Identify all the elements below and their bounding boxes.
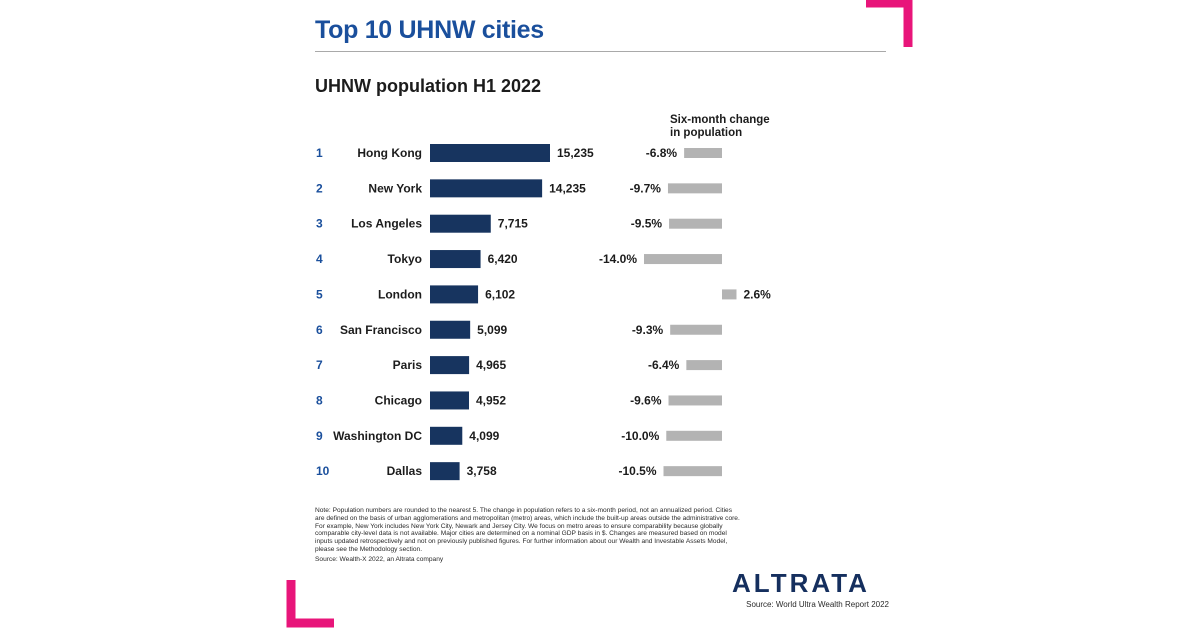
rank-label: 5 [316, 287, 323, 301]
population-value-label: 6,420 [488, 252, 518, 266]
change-value-label: -6.4% [648, 358, 680, 372]
city-label: Hong Kong [357, 146, 422, 160]
data-source-note: Source: Wealth-X 2022, an Altrata compan… [315, 556, 444, 563]
population-bar [430, 285, 479, 304]
city-label: Tokyo [388, 252, 422, 266]
change-bar [722, 289, 737, 300]
population-bar [430, 356, 470, 375]
population-value-label: 5,099 [477, 323, 507, 337]
rank-label: 6 [316, 323, 323, 337]
rank-label: 8 [316, 393, 323, 407]
change-bar [684, 148, 722, 158]
change-bar [667, 183, 722, 194]
change-bar [663, 466, 722, 477]
change-bar [686, 360, 722, 371]
population-bar [430, 391, 470, 410]
population-bar [430, 426, 463, 445]
population-bar [430, 144, 550, 162]
population-value-label: 3,758 [467, 464, 497, 478]
title-divider [315, 51, 886, 52]
rank-label: 2 [316, 181, 323, 195]
corner-bracket-bottom-left [286, 580, 334, 628]
population-value-label: 7,715 [498, 217, 528, 231]
change-value-label: -9.6% [630, 393, 662, 407]
city-label: Dallas [387, 464, 423, 478]
methodology-note: Note: Population numbers are rounded to … [315, 507, 740, 553]
rank-label: 3 [316, 217, 323, 231]
population-bar [430, 250, 481, 269]
change-value-label: -14.0% [599, 252, 637, 266]
change-value-label: -9.5% [631, 217, 663, 231]
page-title: Top 10 UHNW cities [315, 16, 544, 44]
city-label: San Francisco [340, 323, 422, 337]
rank-label: 7 [316, 358, 323, 372]
population-value-label: 6,102 [485, 287, 515, 301]
change-value-label: -10.0% [621, 429, 659, 443]
city-label: New York [368, 181, 422, 195]
population-value-label: 4,952 [476, 393, 506, 407]
change-value-label: -10.5% [618, 464, 656, 478]
city-label: Paris [393, 358, 423, 372]
population-bar [430, 179, 543, 198]
change-header-line2: in population [670, 127, 743, 139]
change-bar [670, 324, 722, 335]
city-label: Chicago [375, 393, 422, 407]
city-label: Los Angeles [351, 217, 422, 231]
change-bar [668, 395, 722, 406]
city-label: Washington DC [333, 429, 422, 443]
change-value-label: -9.3% [632, 323, 664, 337]
report-source: Source: World Ultra Wealth Report 2022 [746, 600, 889, 609]
change-header-line1: Six-month change [670, 114, 770, 126]
altrata-logo: ALTRATA [732, 568, 870, 598]
population-value-label: 15,235 [557, 146, 594, 160]
change-column-header: Six-month change in population [670, 114, 770, 140]
population-value-label: 14,235 [549, 181, 586, 195]
chart-subtitle: UHNW population H1 2022 [315, 76, 542, 96]
change-value-label: -9.7% [630, 181, 662, 195]
change-value-label: -6.8% [646, 146, 678, 160]
corner-bracket-top-right [866, 0, 913, 47]
population-bar [430, 462, 460, 481]
change-bar [644, 254, 722, 265]
change-bar [666, 430, 722, 441]
population-value-label: 4,965 [476, 358, 506, 372]
change-bar [669, 218, 722, 229]
population-bar [430, 320, 471, 339]
change-value-label: 2.6% [743, 287, 771, 301]
population-bar [430, 214, 491, 233]
city-label: London [378, 287, 422, 301]
rank-label: 4 [316, 252, 323, 266]
population-value-label: 4,099 [469, 429, 499, 443]
rank-label: 9 [316, 429, 323, 443]
rank-label: 1 [316, 146, 323, 160]
rank-label: 10 [316, 464, 330, 478]
